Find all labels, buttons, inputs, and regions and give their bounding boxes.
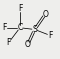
Text: O: O	[25, 40, 31, 49]
Text: O: O	[42, 10, 48, 19]
Text: S: S	[32, 25, 37, 34]
Text: C: C	[17, 23, 23, 32]
Text: F: F	[48, 31, 52, 40]
Text: F: F	[7, 38, 11, 47]
Text: F: F	[18, 4, 22, 13]
Text: F: F	[2, 23, 6, 32]
